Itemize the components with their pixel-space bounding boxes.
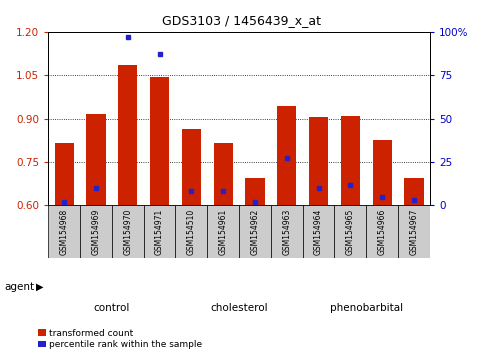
Bar bbox=[335, 205, 366, 258]
Bar bbox=[373, 140, 392, 205]
Bar bbox=[118, 65, 137, 205]
Bar bbox=[182, 129, 201, 205]
Text: GSM154965: GSM154965 bbox=[346, 209, 355, 255]
Text: GSM154961: GSM154961 bbox=[219, 209, 227, 255]
Text: GDS3103 / 1456439_x_at: GDS3103 / 1456439_x_at bbox=[162, 14, 321, 27]
Bar bbox=[398, 205, 430, 258]
Bar bbox=[213, 143, 233, 205]
Bar bbox=[55, 143, 74, 205]
Bar bbox=[86, 114, 106, 205]
Text: control: control bbox=[94, 303, 130, 313]
Bar bbox=[80, 205, 112, 258]
Bar bbox=[175, 205, 207, 258]
Legend: transformed count, percentile rank within the sample: transformed count, percentile rank withi… bbox=[38, 329, 202, 349]
Text: agent: agent bbox=[5, 282, 35, 292]
Bar bbox=[366, 205, 398, 258]
Text: GSM154968: GSM154968 bbox=[60, 209, 69, 255]
Text: GSM154510: GSM154510 bbox=[187, 209, 196, 255]
Text: phenobarbital: phenobarbital bbox=[330, 303, 403, 313]
Bar bbox=[112, 205, 144, 258]
Text: GSM154970: GSM154970 bbox=[123, 209, 132, 255]
Bar bbox=[150, 77, 169, 205]
Bar bbox=[404, 178, 424, 205]
Bar bbox=[271, 205, 303, 258]
Bar bbox=[341, 116, 360, 205]
Bar bbox=[239, 205, 271, 258]
Bar bbox=[144, 205, 175, 258]
Bar bbox=[245, 178, 265, 205]
Text: GSM154967: GSM154967 bbox=[410, 209, 418, 255]
Bar bbox=[207, 205, 239, 258]
Text: GSM154962: GSM154962 bbox=[251, 209, 259, 255]
Text: ▶: ▶ bbox=[36, 282, 44, 292]
Text: cholesterol: cholesterol bbox=[210, 303, 268, 313]
Bar bbox=[303, 205, 335, 258]
Bar bbox=[309, 117, 328, 205]
Text: GSM154971: GSM154971 bbox=[155, 209, 164, 255]
Text: GSM154966: GSM154966 bbox=[378, 209, 387, 255]
Text: GSM154969: GSM154969 bbox=[91, 209, 100, 255]
Text: GSM154964: GSM154964 bbox=[314, 209, 323, 255]
Bar bbox=[277, 105, 297, 205]
Text: GSM154963: GSM154963 bbox=[282, 209, 291, 255]
Bar bbox=[48, 205, 80, 258]
